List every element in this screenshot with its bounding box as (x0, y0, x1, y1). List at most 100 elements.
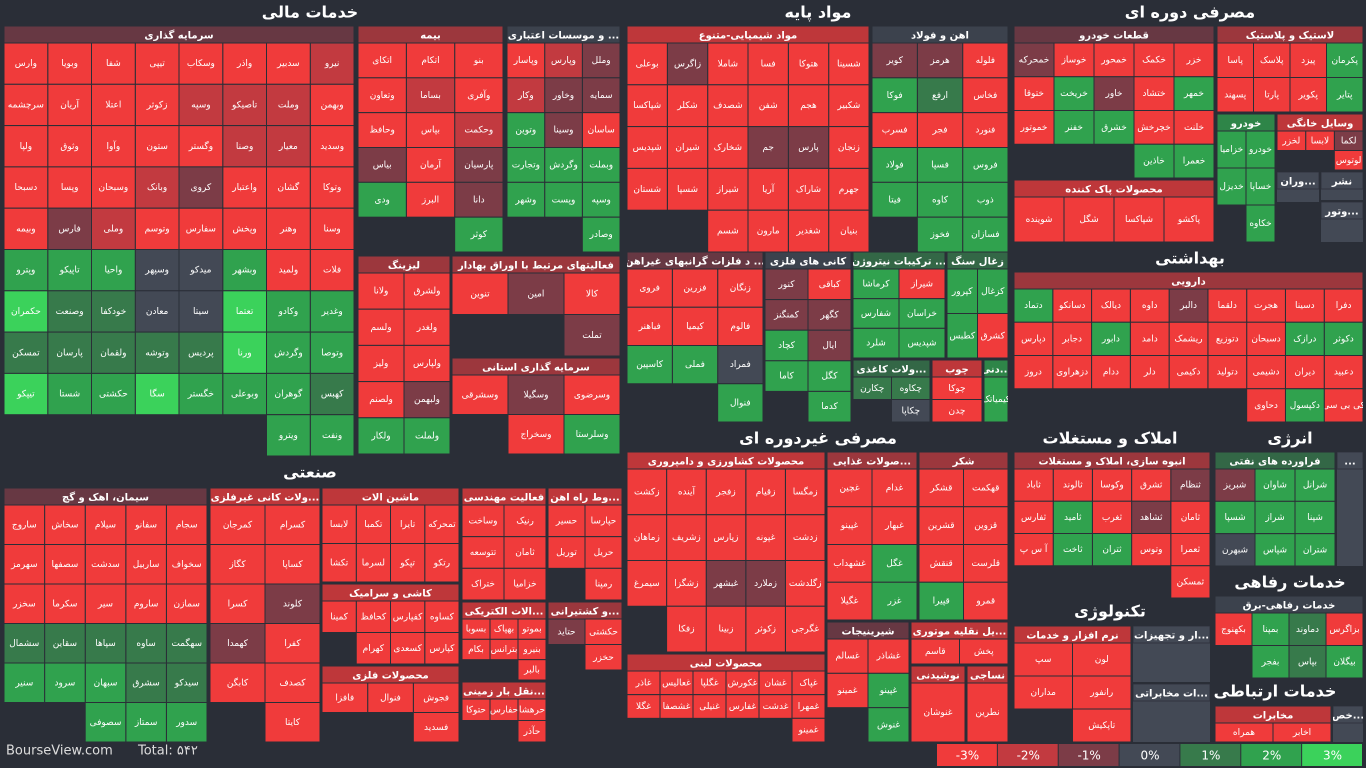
stock-tile (581, 181, 621, 218)
stock-name: حتوکا (466, 705, 486, 715)
stock-name: شفن (759, 101, 778, 111)
stock-name: ثشرق (1140, 481, 1163, 491)
group-title: ...وران (1280, 177, 1315, 188)
stock-tile (563, 414, 621, 455)
stock-name: دپارس (1021, 334, 1046, 344)
stock-tile (826, 672, 869, 709)
stock-tile (309, 290, 355, 333)
stock-name: وبویا (61, 59, 78, 69)
stock-name: ثاخت (1063, 545, 1083, 555)
stock-name: کهبس (321, 390, 344, 400)
stock-name: ختوقا (1024, 89, 1044, 99)
stock-name: وتجارت (512, 160, 540, 170)
stock-tile (390, 632, 426, 665)
stock-name: حآذر (523, 725, 541, 737)
stock-tile (584, 504, 623, 538)
stock-name: واذر (236, 59, 252, 69)
stock-name: کچاد (778, 341, 796, 351)
stock-name: اتکای (372, 56, 392, 66)
stock-tile (1113, 196, 1165, 243)
stock-name: میدکو (189, 266, 211, 276)
stock-name: وبشهر (232, 266, 257, 276)
group-title: دارویی (1171, 277, 1205, 288)
stock-name: غشصفا (663, 702, 691, 712)
group-title: ...و کشتیرانی (551, 607, 620, 618)
stock-tile (47, 83, 92, 127)
stock-tile (962, 77, 1009, 114)
stock-tile (461, 638, 491, 661)
stock-name: وسدید (320, 142, 344, 152)
stock-tile (544, 147, 583, 183)
stock-name: پارتا (1264, 90, 1279, 100)
stock-tile (403, 308, 451, 346)
stock-name: آینده (678, 485, 696, 497)
stock-tile (266, 249, 311, 292)
stock-name: قزوین (974, 521, 997, 531)
stock-name: دماوند (1296, 625, 1319, 635)
stock-tile (1170, 533, 1211, 567)
stock-tile (828, 84, 870, 128)
stock-name: تمحرکه (428, 520, 456, 530)
stock-name: قنقش (930, 559, 953, 569)
stock-name: وبیمه (16, 224, 36, 234)
stock-tile (852, 327, 900, 359)
stock-tile (1284, 288, 1325, 323)
stock-tile (1053, 42, 1095, 78)
stock-name: تمسکن (12, 348, 40, 358)
stock-tile (871, 181, 918, 218)
stock-tile (1289, 77, 1327, 113)
stock-tile (1214, 722, 1274, 743)
legend-swatch (1119, 744, 1180, 766)
stock-name: تکشا (330, 558, 349, 568)
stock-name: شیراز (716, 185, 739, 195)
stock-tile (84, 623, 127, 664)
stock-name: البرز (421, 195, 439, 205)
stock-tile (47, 372, 92, 416)
stock-tile (309, 125, 355, 168)
stock-tile (584, 567, 623, 601)
stock-tile (134, 249, 180, 292)
stock-name: ولغدر (416, 323, 438, 333)
stock-tile (544, 42, 583, 79)
stock-name: خعمرا (1183, 157, 1206, 167)
stock-name: غپینو (840, 521, 859, 531)
stock-name: کگهر (819, 308, 839, 320)
stock-tile (1251, 645, 1290, 679)
stock-name: وثوق (60, 142, 78, 152)
stock-name: دسبحا (14, 183, 37, 193)
stock-name: فخوز (929, 230, 949, 240)
group-title: ...خص (1332, 711, 1364, 722)
stock-name: تتوسعه (470, 548, 497, 558)
stock-name: پکویر (1297, 90, 1318, 100)
stock-tile (871, 112, 918, 148)
stock-name: وبهمن (321, 100, 344, 110)
sector-title: املاک و مستغلات (1043, 429, 1178, 448)
stock-name: فزرین (684, 284, 707, 294)
stock-tile (1013, 196, 1065, 243)
stock-name: رنیک (516, 516, 534, 526)
stock-name: آریا (762, 183, 775, 195)
stock-tile (47, 249, 92, 292)
stock-tile (517, 720, 547, 743)
stock-tile (1245, 167, 1276, 206)
stock-tile (264, 702, 321, 743)
stock-tile (962, 181, 1009, 218)
stock-tile (47, 166, 92, 209)
stock-name: ثامان (1181, 513, 1201, 523)
legend-swatch (937, 744, 997, 766)
stock-name: فنوال (380, 693, 401, 703)
stock-name: خزامیا (513, 580, 536, 590)
stock-name: خموتور (1020, 123, 1048, 133)
stock-name: ویترو (278, 431, 298, 441)
stock-tile (222, 249, 267, 292)
stock-tile (826, 544, 873, 583)
stock-tile (503, 536, 547, 569)
stock-name: وارس (15, 59, 37, 69)
stock-name: بموتو (521, 625, 542, 635)
stock-name: شرانل (1303, 481, 1327, 491)
stock-name: معیار (278, 142, 298, 152)
stock-tile (1053, 76, 1095, 111)
sector-title: خدمات مالی (262, 3, 358, 22)
stock-name: رتکو (433, 558, 450, 568)
stock-name: زپارس (714, 533, 739, 543)
